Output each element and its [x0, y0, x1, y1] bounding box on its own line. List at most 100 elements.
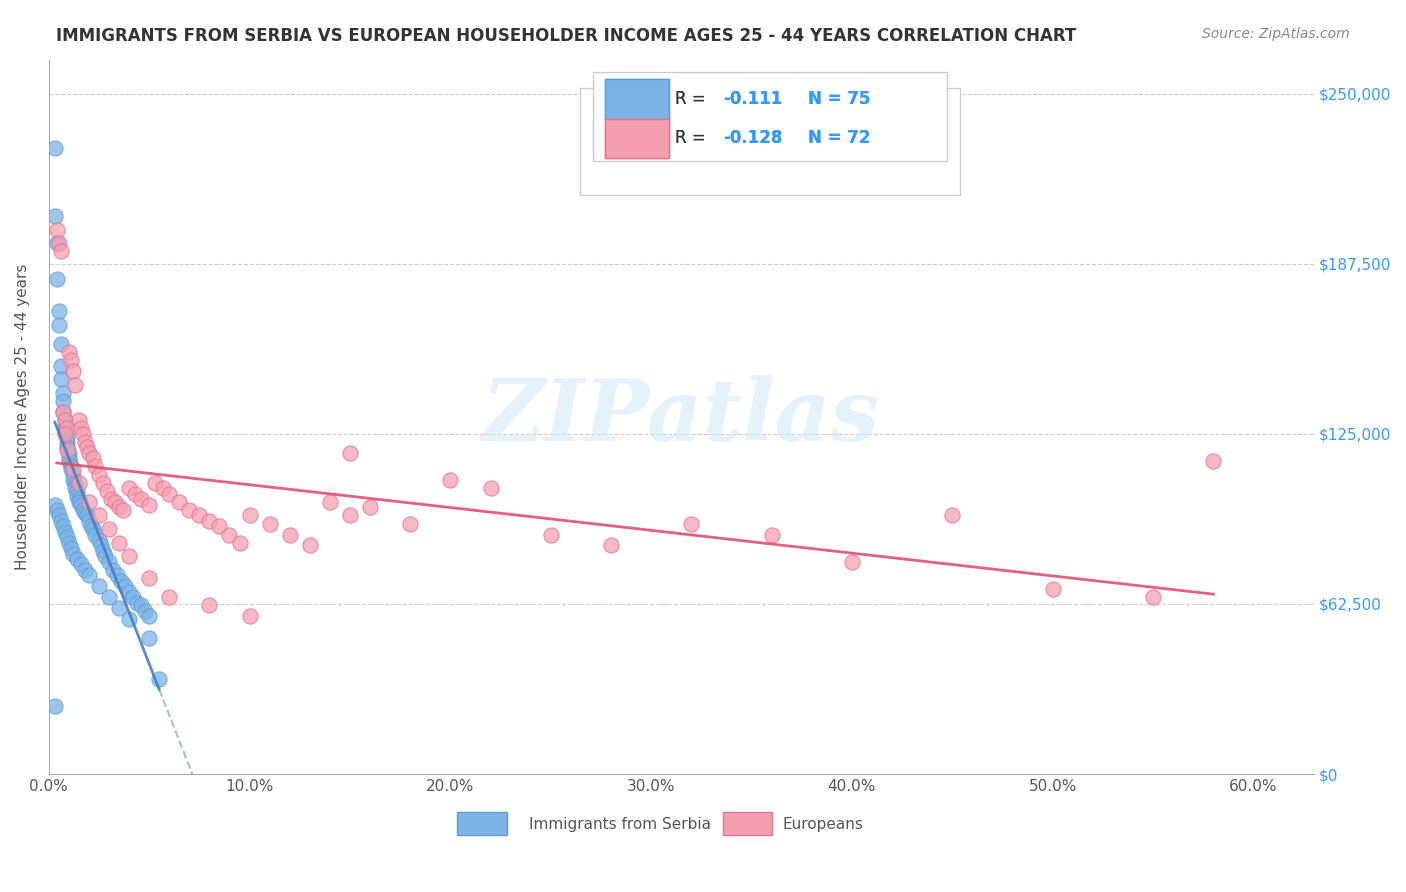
Point: [72, 426, 94, 441]
Point: [70, 558, 93, 572]
Text: -0.128: -0.128: [723, 129, 782, 147]
Point: [218, 527, 240, 541]
Text: R =: R =: [675, 90, 716, 108]
Point: [98, 522, 121, 536]
Point: [134, 604, 156, 618]
Point: [58, 454, 80, 468]
Point: [127, 596, 149, 610]
Point: [238, 508, 260, 523]
Point: [73, 563, 96, 577]
Point: [105, 568, 128, 582]
Point: [52, 386, 75, 401]
Point: [77, 446, 100, 460]
Point: [319, 495, 342, 509]
Text: N = 75: N = 75: [808, 90, 870, 108]
Point: [228, 535, 250, 549]
Point: [540, 527, 562, 541]
Point: [479, 481, 502, 495]
Point: [48, 236, 70, 251]
Point: [58, 451, 80, 466]
Point: [761, 527, 783, 541]
Point: [53, 426, 76, 441]
Point: [399, 516, 422, 531]
Point: [87, 579, 110, 593]
Y-axis label: Householder Income Ages 25 - 44 years: Householder Income Ages 25 - 44 years: [15, 264, 30, 570]
Point: [70, 421, 93, 435]
Point: [45, 223, 67, 237]
Point: [90, 538, 112, 552]
Point: [52, 405, 75, 419]
Point: [108, 535, 131, 549]
Point: [82, 451, 104, 466]
Point: [129, 492, 152, 507]
Point: [66, 483, 89, 498]
Point: [72, 503, 94, 517]
Point: [77, 568, 100, 582]
Point: [169, 495, 191, 509]
Point: [84, 527, 107, 541]
Point: [49, 244, 72, 259]
Point: [138, 631, 160, 645]
Text: Immigrants from Serbia: Immigrants from Serbia: [530, 816, 711, 831]
Point: [198, 514, 221, 528]
Point: [45, 271, 67, 285]
Point: [84, 459, 107, 474]
Point: [96, 483, 118, 498]
Point: [66, 552, 89, 566]
Point: [259, 516, 281, 531]
Point: [138, 498, 160, 512]
Point: [52, 394, 75, 409]
Point: [148, 672, 170, 686]
Point: [118, 481, 141, 495]
Point: [138, 609, 160, 624]
Text: R =: R =: [675, 129, 711, 147]
Point: [49, 337, 72, 351]
Point: [52, 405, 75, 419]
Text: N = 75: N = 75: [808, 90, 870, 108]
Point: [56, 530, 79, 544]
Point: [108, 500, 131, 515]
Point: [129, 599, 152, 613]
Point: [157, 486, 180, 500]
Point: [208, 519, 231, 533]
Point: [63, 481, 86, 495]
FancyBboxPatch shape: [593, 72, 946, 161]
Point: [59, 353, 82, 368]
Text: IMMIGRANTS FROM SERBIA VS EUROPEAN HOUSEHOLDER INCOME AGES 25 - 44 YEARS CORRELA: IMMIGRANTS FROM SERBIA VS EUROPEAN HOUSE…: [56, 27, 1077, 45]
Point: [67, 492, 90, 507]
Point: [87, 508, 110, 523]
Text: -0.111: -0.111: [723, 90, 782, 108]
Text: N = 72: N = 72: [808, 129, 870, 147]
Point: [44, 141, 66, 155]
Point: [439, 473, 461, 487]
Point: [56, 443, 79, 458]
Point: [56, 429, 79, 443]
Point: [53, 413, 76, 427]
Point: [59, 459, 82, 474]
Text: -0.111: -0.111: [723, 90, 782, 108]
Point: [101, 563, 124, 577]
Point: [73, 506, 96, 520]
Point: [66, 490, 89, 504]
Point: [339, 508, 361, 523]
Point: [53, 413, 76, 427]
Point: [62, 364, 84, 378]
Point: [122, 590, 145, 604]
Point: [56, 421, 79, 435]
Point: [62, 473, 84, 487]
Point: [58, 535, 80, 549]
Point: [94, 549, 117, 564]
Point: [76, 508, 98, 523]
Point: [138, 571, 160, 585]
FancyBboxPatch shape: [606, 79, 669, 119]
Point: [87, 467, 110, 482]
Point: [44, 698, 66, 713]
Point: [49, 359, 72, 373]
Point: [198, 599, 221, 613]
Point: [124, 486, 146, 500]
Point: [56, 441, 79, 455]
Point: [52, 519, 75, 533]
Point: [118, 612, 141, 626]
Point: [179, 503, 201, 517]
Point: [44, 498, 66, 512]
